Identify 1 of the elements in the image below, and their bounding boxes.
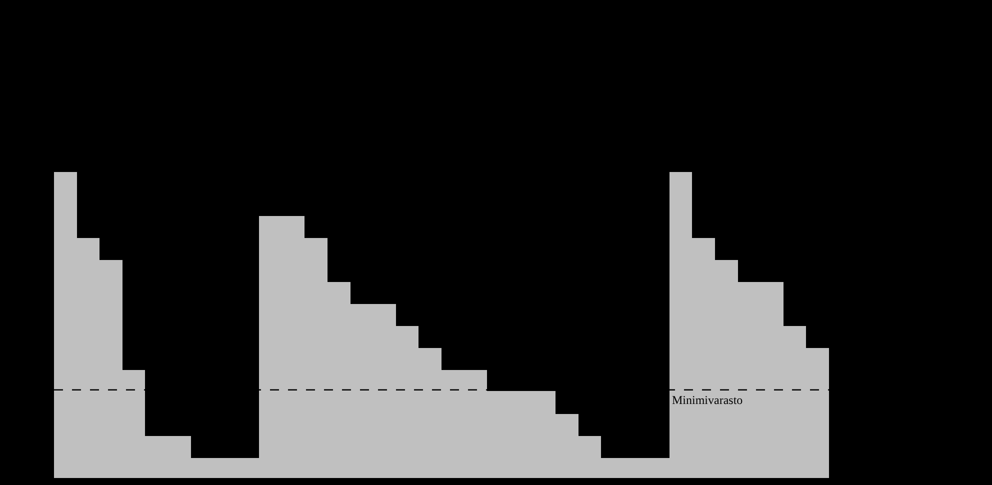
ref-line-label: Minimivarasto — [672, 393, 743, 407]
